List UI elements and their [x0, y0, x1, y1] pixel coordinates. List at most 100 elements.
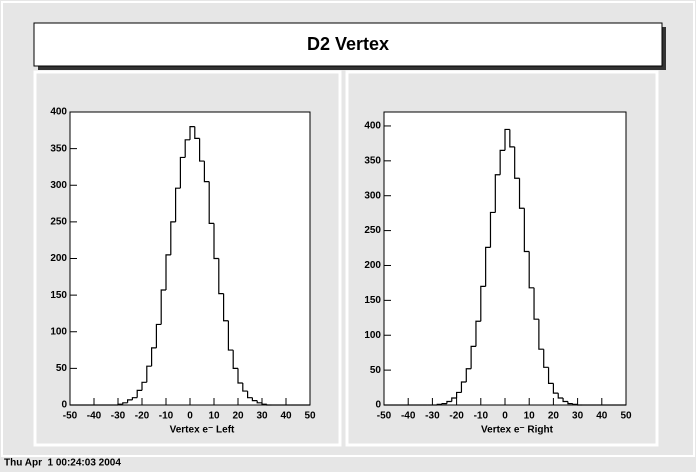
histogram-bin: [533, 287, 539, 320]
histogram-bin: [218, 258, 224, 295]
histogram-bin: [237, 368, 243, 384]
histogram-bin: [499, 149, 505, 175]
histogram-bin: [175, 187, 181, 222]
y-tick-label: 150: [50, 290, 67, 301]
histogram-bin: [261, 402, 267, 405]
y-tick-label: 350: [364, 155, 381, 166]
histogram-bin: [518, 178, 525, 209]
histogram-bin: [572, 403, 578, 405]
histogram-bin: [538, 319, 544, 350]
histogram-bin: [552, 383, 559, 394]
histogram-bin: [577, 404, 583, 406]
histogram-bin: [456, 391, 462, 399]
x-tick-label: 50: [304, 411, 316, 422]
x-tick-label: 40: [596, 411, 608, 422]
histogram-bin: [567, 401, 573, 405]
histogram-bin: [155, 323, 162, 348]
histogram-bin: [480, 285, 486, 322]
plot-frame: [69, 111, 311, 406]
histogram-bin: [213, 223, 219, 260]
histogram-bin: [122, 402, 128, 405]
histogram-bin: [543, 349, 549, 368]
histogram-bin: [446, 400, 452, 404]
x-tick-label: -40: [87, 411, 102, 422]
y-tick-label: 200: [50, 253, 67, 264]
x-tick-label: 0: [502, 411, 508, 422]
x-tick-label: -50: [377, 411, 392, 422]
histogram-bin: [523, 208, 530, 253]
histogram-bin: [509, 129, 515, 148]
y-tick-label: 50: [56, 363, 68, 374]
page-title: D2 Vertex: [307, 34, 389, 54]
histogram-bin: [199, 138, 205, 162]
histogram-bin: [232, 350, 238, 369]
histogram-bin: [547, 367, 554, 384]
x-tick-label: 30: [572, 411, 584, 422]
histogram-bin: [189, 126, 195, 140]
histogram-bin: [194, 126, 200, 139]
y-tick-label: 200: [364, 260, 381, 271]
x-tick-label: 10: [524, 411, 536, 422]
y-tick-label: 400: [50, 107, 67, 118]
y-tick-label: 100: [364, 330, 381, 341]
histogram-bin: [528, 251, 535, 289]
y-tick-label: 100: [50, 326, 67, 337]
x-tick-label: -20: [449, 411, 464, 422]
histogram-bin: [223, 293, 229, 322]
histogram-bin: [247, 391, 253, 399]
y-tick-label: 400: [364, 121, 381, 132]
x-tick-label: 20: [548, 411, 560, 422]
histogram-bin: [151, 347, 157, 367]
histogram-bin: [470, 345, 476, 369]
x-axis-label: Vertex e⁻ Right: [481, 425, 554, 436]
histogram-bin: [146, 365, 152, 383]
histogram-bin: [485, 246, 491, 287]
histogram-bin: [136, 389, 142, 398]
x-tick-label: -10: [474, 411, 489, 422]
y-tick-label: 250: [50, 217, 67, 228]
histogram-bin: [227, 320, 234, 351]
x-tick-label: 10: [208, 411, 220, 422]
histogram-bin: [266, 404, 272, 406]
histogram-bin: [117, 403, 123, 405]
y-tick-label: 300: [364, 190, 381, 201]
x-tick-label: 0: [187, 411, 193, 422]
histogram-bin: [514, 146, 520, 179]
y-tick-label: 250: [364, 225, 381, 236]
histogram-bin: [504, 128, 510, 151]
x-tick-label: 40: [280, 411, 292, 422]
histogram-bin: [494, 174, 501, 213]
footer-date: Thu Apr 1 00:24:03 2004: [4, 458, 121, 469]
y-tick-label: 350: [50, 143, 67, 154]
histogram-bin: [251, 397, 258, 402]
histogram-bin: [170, 221, 176, 255]
y-tick-label: 50: [370, 365, 382, 376]
x-tick-label: -30: [425, 411, 440, 422]
x-tick-label: 30: [256, 411, 268, 422]
histogram-bin: [465, 368, 472, 382]
histogram-bin: [562, 398, 568, 403]
x-tick-label: -50: [63, 411, 78, 422]
histogram-bin: [475, 320, 481, 347]
histogram-bin: [184, 139, 190, 158]
y-tick-label: 0: [61, 400, 67, 411]
histogram-bin: [160, 289, 166, 325]
plot-frame: [383, 111, 627, 406]
histogram-bin: [557, 393, 564, 399]
x-tick-label: 20: [232, 411, 244, 422]
y-tick-label: 150: [364, 295, 381, 306]
histogram-bin: [451, 397, 457, 402]
histogram-bin: [203, 161, 210, 183]
histogram-bin: [141, 381, 147, 391]
histogram-bin: [256, 400, 262, 404]
histogram-bin: [127, 399, 133, 403]
histogram-bin: [460, 381, 467, 393]
y-tick-label: 0: [375, 400, 381, 411]
histogram-bin: [165, 254, 171, 290]
histogram-bin: [441, 403, 447, 405]
histogram-bin: [436, 403, 443, 405]
x-tick-label: -20: [135, 411, 150, 422]
histogram-bin: [131, 397, 138, 400]
histogram-bin: [179, 156, 186, 189]
